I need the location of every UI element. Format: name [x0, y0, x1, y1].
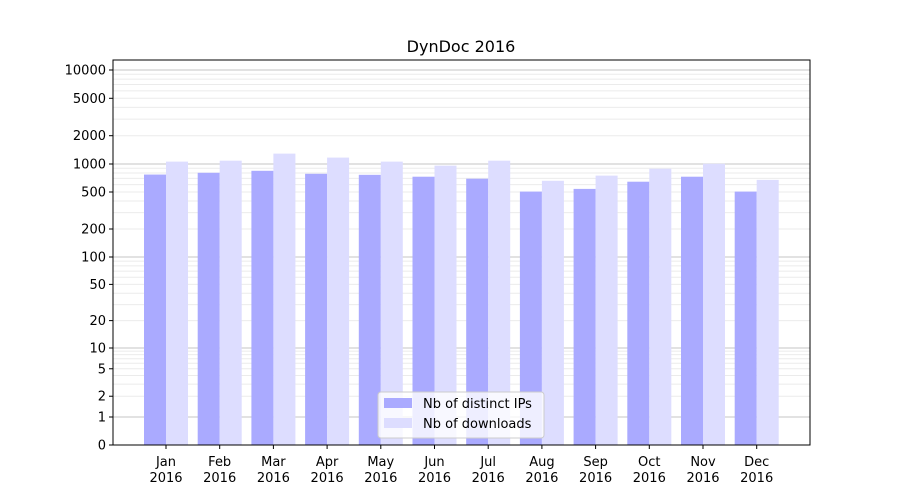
y-tick-label: 5000	[73, 92, 106, 107]
bar-downloads	[327, 157, 350, 446]
bar-distinct-ips	[627, 181, 650, 446]
x-tick-label-year: 2016	[418, 471, 451, 486]
legend-label: Nb of distinct IPs	[423, 397, 532, 412]
bar-distinct-ips	[144, 174, 166, 445]
x-tick-label-year: 2016	[149, 471, 182, 486]
x-tick-label: Oct	[638, 455, 660, 470]
x-tick-label-year: 2016	[203, 471, 236, 486]
bar-downloads	[273, 153, 296, 446]
legend-label: Nb of downloads	[423, 417, 532, 432]
bar-downloads	[219, 160, 242, 445]
y-tick-label: 2	[98, 390, 106, 405]
x-tick-label: Sep	[583, 455, 608, 470]
x-tick-label: May	[367, 455, 394, 470]
bar-distinct-ips	[197, 172, 220, 445]
y-tick-label: 5	[98, 362, 106, 377]
bar-distinct-ips	[412, 176, 435, 445]
plot-frame	[112, 59, 811, 446]
x-tick-label-year: 2016	[686, 471, 719, 486]
y-tick-label: 1	[98, 411, 106, 426]
bar-downloads	[703, 163, 725, 445]
x-tick-label-year: 2016	[633, 471, 666, 486]
x-tick-label-year: 2016	[364, 471, 397, 486]
bar-distinct-ips	[681, 176, 703, 445]
x-tick-label: Jun	[423, 455, 444, 470]
x-tick-label: Aug	[529, 455, 554, 470]
x-tick-label: Apr	[316, 455, 339, 470]
x-tick-label-year: 2016	[525, 471, 558, 486]
y-tick-label: 20	[89, 314, 106, 329]
y-tick-label: 10000	[65, 64, 106, 79]
bar-distinct-ips	[573, 188, 596, 445]
bar-downloads	[166, 161, 188, 445]
x-tick-label: Mar	[261, 455, 286, 470]
y-tick-label: 10	[89, 342, 106, 357]
x-tick-label-year: 2016	[311, 471, 344, 486]
x-tick-label-year: 2016	[472, 471, 505, 486]
bar-downloads	[649, 168, 672, 445]
bar-downloads	[595, 175, 618, 445]
x-tick-label: Jan	[155, 455, 176, 470]
x-tick-label: Dec	[744, 455, 769, 470]
bar-downloads	[488, 160, 511, 445]
bar-distinct-ips	[358, 174, 381, 445]
legend-box	[377, 391, 545, 439]
bar-distinct-ips	[466, 178, 489, 445]
y-tick-label: 500	[81, 185, 106, 200]
y-tick-label: 100	[81, 251, 106, 266]
legend-swatch	[384, 418, 412, 428]
bar-distinct-ips	[734, 191, 757, 445]
x-tick-label: Nov	[690, 455, 716, 470]
x-tick-label-year: 2016	[579, 471, 612, 486]
legend-swatch	[384, 398, 412, 408]
y-tick-label: 2000	[73, 129, 106, 144]
chart-title: DynDoc 2016	[407, 37, 516, 56]
y-tick-label: 200	[81, 223, 106, 238]
y-tick-label: 1000	[73, 158, 106, 173]
x-tick-label-year: 2016	[257, 471, 290, 486]
bar-distinct-ips	[251, 170, 274, 446]
bar-distinct-ips	[305, 173, 328, 446]
y-tick-label: 0	[98, 439, 106, 454]
x-tick-label-year: 2016	[740, 471, 773, 486]
x-tick-label: Jul	[479, 455, 496, 470]
bar-downloads	[434, 165, 457, 445]
bar-downloads	[380, 161, 403, 445]
x-tick-label: Feb	[208, 455, 231, 470]
bar-downloads	[541, 180, 564, 445]
bar-distinct-ips	[519, 191, 542, 445]
legend: Nb of distinct IPs Nb of downloads	[377, 391, 545, 439]
bar-downloads	[756, 179, 779, 445]
y-tick-label: 50	[89, 278, 106, 293]
